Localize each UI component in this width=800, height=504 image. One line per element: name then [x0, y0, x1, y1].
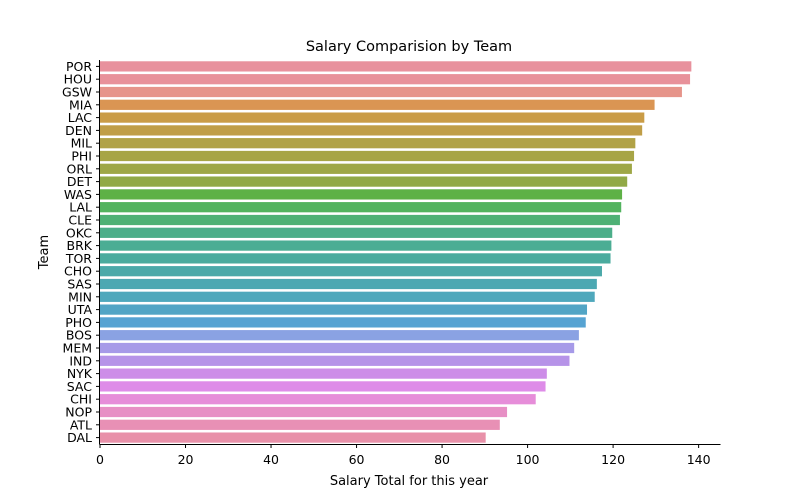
bar-pho	[100, 317, 586, 328]
y-tick-label: LAC	[68, 110, 93, 125]
y-tick-label: MIA	[69, 97, 92, 112]
y-tick-label: BOS	[66, 328, 92, 343]
y-tick-label: OKC	[66, 225, 92, 240]
y-tick-label: PHO	[65, 315, 92, 330]
bar-mia	[100, 99, 655, 110]
bar-lal	[100, 202, 622, 213]
bars-group	[100, 61, 692, 443]
y-tick-label: NOP	[65, 405, 92, 420]
y-tick-label: CHI	[70, 392, 92, 407]
y-tick-label: UTA	[68, 302, 93, 317]
bar-sas	[100, 278, 597, 290]
y-tick-label: PHI	[71, 149, 92, 164]
x-axis-ticks: 0 20 40 60 80 100 120 140	[96, 444, 711, 467]
bar-tor	[100, 253, 611, 264]
bar-nyk	[100, 368, 547, 379]
bar-brk	[100, 240, 612, 251]
bar-orl	[100, 163, 632, 174]
bar-min	[100, 291, 595, 302]
bar-gsw	[100, 86, 682, 98]
y-tick-label: CHO	[64, 264, 92, 279]
bar-sac	[100, 381, 546, 392]
x-axis-label: Salary Total for this year	[330, 474, 489, 489]
y-tick-label: POR	[66, 59, 92, 74]
y-tick-label: NYK	[67, 366, 93, 381]
y-axis-label: Team	[37, 235, 52, 270]
y-tick-label: BRK	[67, 238, 93, 253]
bar-por	[100, 61, 692, 72]
y-tick-label: DET	[67, 174, 93, 189]
y-tick-label: TOR	[65, 251, 92, 266]
y-tick-label: MIL	[71, 136, 92, 151]
bar-uta	[100, 304, 588, 315]
bar-atl	[100, 419, 500, 430]
bar-phi	[100, 150, 635, 162]
bar-bos	[100, 330, 579, 341]
x-tick-label: 20	[178, 452, 194, 467]
y-tick-label: GSW	[62, 85, 92, 100]
bar-det	[100, 176, 628, 187]
y-tick-label: HOU	[64, 72, 92, 87]
bar-cle	[100, 214, 620, 226]
y-tick-label: IND	[69, 353, 92, 368]
x-tick-label: 120	[601, 452, 625, 467]
bar-hou	[100, 74, 691, 85]
y-axis-ticks: PORHOUGSWMIALACDENMILPHIORLDETWASLALCLEO…	[62, 59, 100, 445]
y-tick-label: CLE	[68, 213, 92, 228]
y-tick-label: LAL	[69, 200, 92, 215]
bar-mil	[100, 138, 636, 149]
y-tick-label: MIN	[68, 289, 92, 304]
bar-was	[100, 189, 623, 200]
y-tick-label: MEM	[63, 341, 92, 356]
bar-den	[100, 125, 643, 136]
bar-nop	[100, 406, 508, 418]
x-tick-label: 40	[263, 452, 279, 467]
x-tick-label: 80	[434, 452, 450, 467]
bar-lac	[100, 112, 645, 123]
y-tick-label: DEN	[65, 123, 92, 138]
y-tick-label: ATL	[70, 417, 92, 432]
bar-chi	[100, 394, 536, 405]
y-tick-label: WAS	[64, 187, 92, 202]
bar-okc	[100, 227, 613, 238]
y-tick-label: ORL	[67, 161, 93, 176]
y-tick-label: DAL	[67, 430, 92, 445]
chart-title: Salary Comparision by Team	[306, 39, 512, 55]
bar-mem	[100, 342, 575, 354]
x-tick-label: 60	[349, 452, 365, 467]
y-tick-label: SAS	[67, 277, 92, 292]
x-tick-label: 140	[687, 452, 711, 467]
x-tick-label: 0	[96, 452, 104, 467]
bar-dal	[100, 432, 486, 443]
bar-ind	[100, 355, 570, 366]
y-tick-label: SAC	[67, 379, 92, 394]
bar-cho	[100, 266, 602, 277]
x-tick-label: 100	[516, 452, 540, 467]
